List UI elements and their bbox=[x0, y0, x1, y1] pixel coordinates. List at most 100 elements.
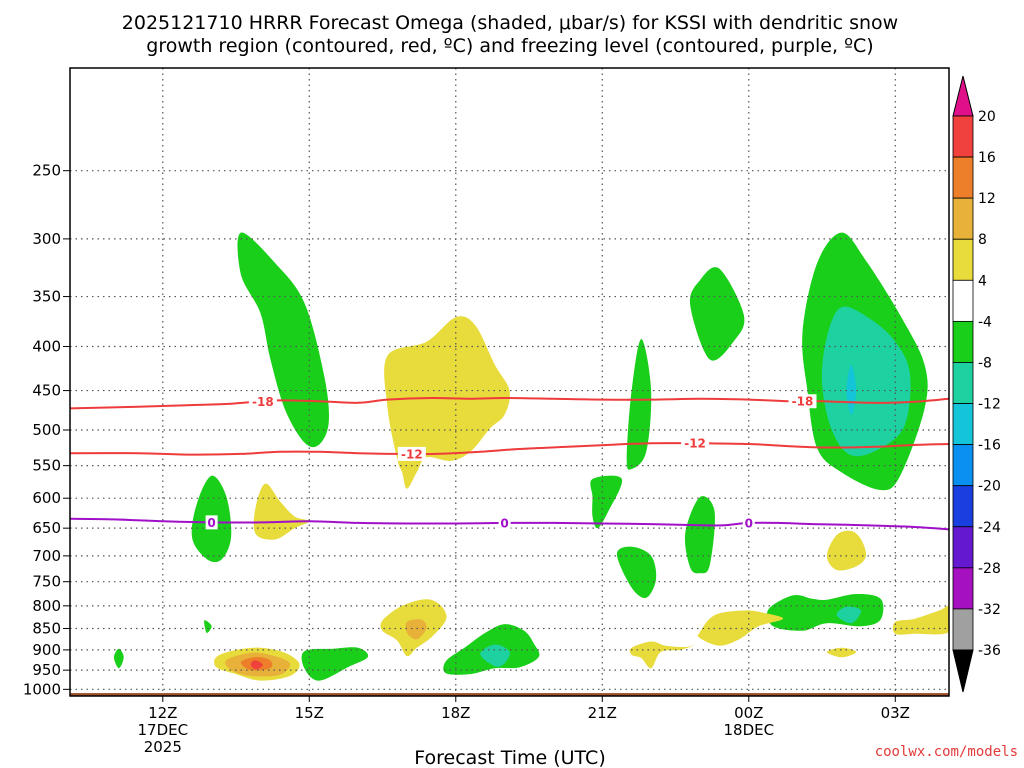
terrain-band bbox=[70, 693, 949, 696]
omega-region bbox=[826, 647, 857, 658]
colorbar-legend: 20 16 12 8 4 -4 -8 -12 -16 -20 -24 -28 -32 -36 bbox=[952, 75, 1001, 693]
y-tick-label: 750 bbox=[32, 573, 61, 591]
contour-label-bg bbox=[742, 515, 755, 530]
colorbar-bottom-arrow bbox=[952, 649, 974, 693]
contour-label-bg bbox=[681, 436, 710, 451]
omega-region bbox=[892, 605, 949, 635]
plot-frame bbox=[69, 67, 950, 697]
colorbar-bin bbox=[952, 156, 974, 199]
colorbar-bin bbox=[952, 608, 974, 651]
omega-region bbox=[113, 648, 124, 669]
contour-label: -12 bbox=[684, 437, 706, 451]
omega-region bbox=[405, 619, 427, 640]
colorbar-label: -12 bbox=[978, 397, 1001, 413]
y-tick-label: 450 bbox=[32, 382, 61, 400]
colorbar-bin bbox=[952, 197, 974, 240]
contour-line bbox=[70, 517, 949, 531]
omega-region bbox=[590, 475, 623, 529]
gridlines bbox=[70, 68, 949, 696]
terrain-layer bbox=[70, 693, 949, 696]
colorbar-label: 12 bbox=[978, 191, 996, 207]
x-tick-label: 12Z bbox=[148, 704, 177, 722]
colorbar-label: 8 bbox=[978, 232, 987, 248]
colorbar-label: 16 bbox=[978, 150, 996, 166]
omega-region bbox=[629, 641, 696, 669]
contour-label: 0 bbox=[745, 516, 753, 530]
omega-region bbox=[204, 620, 212, 633]
contour-label: -18 bbox=[252, 395, 274, 409]
y-tick-label: 800 bbox=[32, 597, 61, 615]
omega-region bbox=[826, 530, 867, 571]
omega-region bbox=[301, 647, 369, 681]
colorbar-label: -24 bbox=[978, 520, 1001, 536]
y-tick-label: 850 bbox=[32, 620, 61, 638]
plot-area: -18 -18 -12 -12 0 0 0 bbox=[70, 68, 949, 696]
y-tick-label: 950 bbox=[32, 661, 61, 679]
x-tick-label: 18DEC bbox=[723, 721, 774, 739]
colorbar-bin bbox=[952, 526, 974, 569]
omega-region bbox=[480, 644, 510, 667]
x-axis-label: Forecast Time (UTC) bbox=[414, 747, 605, 768]
x-tick-label: 21Z bbox=[588, 704, 617, 722]
x-tick-label: 18Z bbox=[441, 704, 470, 722]
omega-region bbox=[250, 660, 263, 670]
colorbar-bin bbox=[952, 238, 974, 281]
colorbar-label: 20 bbox=[978, 109, 996, 125]
colorbar-label: 4 bbox=[978, 273, 987, 289]
omega-region bbox=[384, 316, 510, 489]
omega-region bbox=[616, 546, 657, 599]
colorbar-label: -36 bbox=[978, 643, 1001, 659]
colorbar-label: -20 bbox=[978, 479, 1001, 495]
y-tick-label: 400 bbox=[32, 338, 61, 356]
x-tick-label: 15Z bbox=[295, 704, 324, 722]
contour-label: -18 bbox=[792, 395, 814, 409]
y-tick-label: 1000 bbox=[23, 680, 61, 698]
y-tick-label: 550 bbox=[32, 457, 61, 475]
contour-label-bg bbox=[498, 515, 511, 530]
y-tick-label: 250 bbox=[32, 162, 61, 180]
contour-label: 0 bbox=[500, 516, 508, 530]
omega-region bbox=[684, 496, 715, 574]
chart-title-line1: 2025121710 HRRR Forecast Omega (shaded, … bbox=[122, 12, 898, 34]
omega-region bbox=[821, 306, 911, 457]
omega-region bbox=[689, 267, 745, 361]
colorbar-label: -16 bbox=[978, 438, 1001, 454]
y-tick-label: 650 bbox=[32, 519, 61, 537]
colorbar-bin bbox=[952, 485, 974, 528]
chart-title-line2: growth region (contoured, red, ºC) and f… bbox=[146, 35, 873, 57]
y-tick-label: 600 bbox=[32, 489, 61, 507]
colorbar-label: -32 bbox=[978, 602, 1001, 618]
x-tick-label: 00Z bbox=[734, 704, 763, 722]
colorbar-bin bbox=[952, 115, 974, 158]
x-tick-label: 17DEC bbox=[137, 721, 188, 739]
contour-lines: -18 -18 -12 -12 0 0 0 bbox=[70, 394, 949, 530]
colorbar-bin bbox=[952, 362, 974, 404]
contour-label-bg bbox=[248, 394, 277, 409]
x-tick-label: 2025 bbox=[144, 738, 182, 756]
colorbar-label: -8 bbox=[978, 355, 992, 371]
colorbar-bin bbox=[952, 279, 974, 322]
colorbar-bin bbox=[952, 403, 974, 446]
contour-line bbox=[70, 442, 949, 456]
omega-region bbox=[697, 610, 784, 646]
y-tick-label: 300 bbox=[32, 230, 61, 248]
omega-region bbox=[836, 606, 862, 624]
y-tick-label: 500 bbox=[32, 421, 61, 439]
colorbar-top-arrow bbox=[952, 75, 974, 117]
contour-label: -12 bbox=[401, 447, 423, 461]
y-tick-label: 700 bbox=[32, 547, 61, 565]
omega-region bbox=[237, 232, 329, 448]
y-axis-labels: 250 300 350 400 450 500 550 600 650 700 750 800 850 9… bbox=[23, 162, 70, 698]
colorbar-bin bbox=[952, 444, 974, 487]
colorbar-label: -28 bbox=[978, 561, 1001, 577]
omega-region bbox=[626, 339, 652, 470]
colorbar-bin bbox=[952, 320, 974, 363]
x-tick-label: 03Z bbox=[881, 704, 910, 722]
y-tick-label: 900 bbox=[32, 641, 61, 659]
omega-regions bbox=[113, 232, 949, 681]
contour-label-bg bbox=[205, 515, 218, 530]
colorbar-bin bbox=[952, 567, 974, 610]
contour-label-bg bbox=[397, 446, 426, 461]
